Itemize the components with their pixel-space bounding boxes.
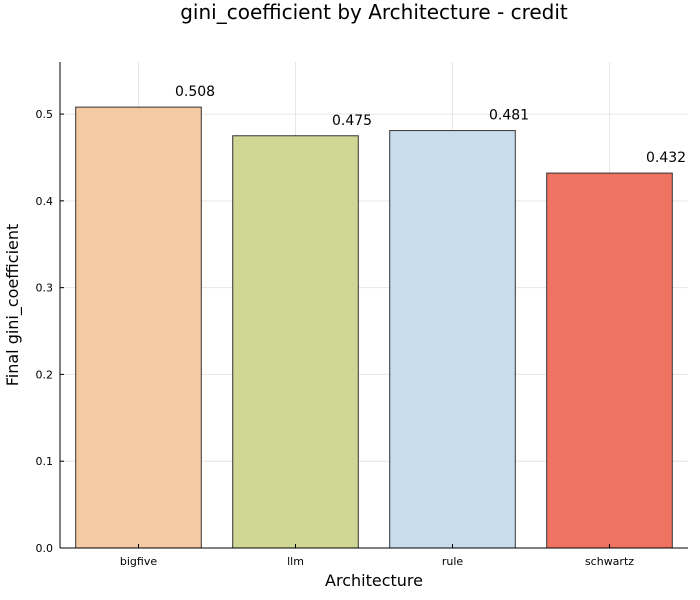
y-tick-label: 0.4 [36, 195, 54, 208]
y-axis-title: Final gini_coefficient [3, 224, 23, 387]
data-labels: 0.508 0.475 0.481 0.432 [175, 84, 686, 166]
y-tick-label: 0.5 [36, 108, 54, 121]
x-tick-label-schwartz: schwartz [585, 555, 634, 568]
chart-title: gini_coefficient by Architecture - credi… [180, 0, 568, 24]
x-ticks: bigfive llm rule schwartz [120, 544, 634, 568]
axes [59, 62, 688, 549]
x-axis-title: Architecture [325, 571, 423, 590]
x-tick-label-bigfive: bigfive [120, 555, 157, 568]
y-tick-label: 0.3 [36, 282, 54, 295]
bar-rule [389, 130, 516, 549]
x-tick-label-rule: rule [442, 555, 464, 568]
y-tick-label: 0.1 [36, 455, 54, 468]
bar-llm [232, 135, 359, 549]
data-label-rule: 0.481 [489, 108, 529, 124]
data-label-bigfive: 0.508 [175, 84, 215, 100]
y-ticks: 0.0 0.1 0.2 0.3 0.4 0.5 [36, 108, 64, 555]
y-tick-label: 0.0 [36, 542, 54, 555]
bar-schwartz [546, 172, 673, 549]
y-tick-label: 0.2 [36, 368, 54, 381]
x-tick-label-llm: llm [287, 555, 304, 568]
bar-bigfive [75, 106, 202, 549]
data-label-llm: 0.475 [332, 113, 372, 129]
bars [75, 106, 673, 549]
data-label-schwartz: 0.432 [646, 150, 686, 166]
